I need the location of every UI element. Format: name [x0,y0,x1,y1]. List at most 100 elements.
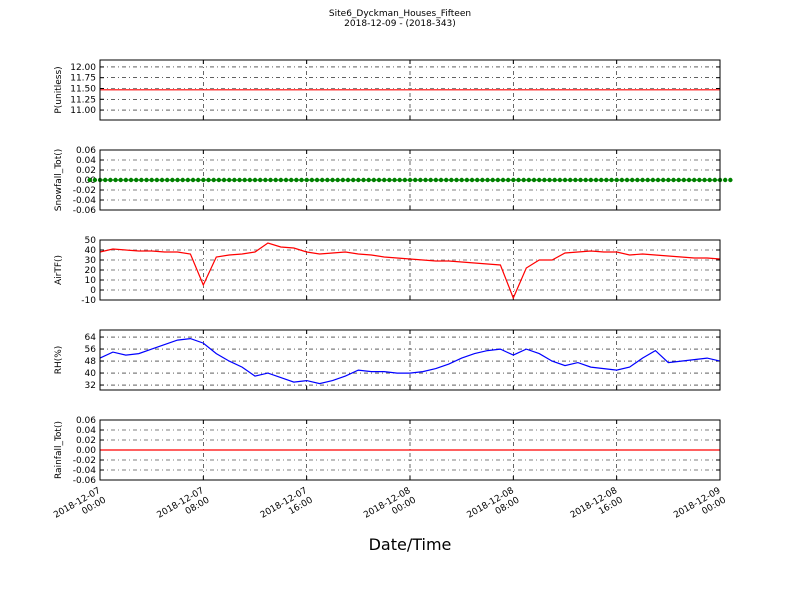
data-point [335,177,340,183]
data-point [728,177,733,183]
data-point [252,177,258,183]
data-point [593,177,599,183]
data-point [418,177,423,183]
data-point [495,177,501,183]
data-point [221,177,227,183]
y-tick-label: 0.00 [76,446,96,456]
plot-frame [99,149,721,211]
data-point [356,177,361,183]
y-tick-label: 11.75 [70,74,96,84]
data-point [661,177,666,183]
data-point [407,177,413,183]
y-axis-label: Snowfall_Tot() [54,149,64,212]
y-axis-label: P(unitless) [54,66,64,113]
data-point [273,177,278,183]
data-point [640,177,645,183]
data-line [99,337,721,385]
data-point [165,177,170,183]
y-tick-label: 20 [85,266,97,276]
data-point [562,177,568,183]
data-point [201,177,206,183]
data-point [578,177,583,183]
data-point [666,177,671,183]
y-tick-label: 11.00 [70,106,96,116]
y-tick-label: 0.06 [76,146,96,156]
data-point [511,177,516,183]
y-tick-label: 56 [85,345,97,355]
data-point [185,177,191,183]
y-tick-label: 32 [85,381,96,391]
data-point [692,177,697,183]
data-point [697,177,702,183]
data-point [547,177,552,183]
data-point [118,177,123,183]
plot-frame [99,329,721,391]
data-point [542,177,547,183]
data-point [216,177,222,183]
plot-frame [99,239,721,301]
data-point [320,177,325,183]
data-point [247,177,253,183]
y-tick-label: 40 [85,246,97,256]
data-point [609,177,614,183]
data-point [304,177,309,183]
data-point [712,177,718,183]
data-point [630,177,635,183]
y-tick-label: 12.00 [70,63,96,73]
data-point [345,177,351,183]
data-point [87,177,92,183]
data-point [500,177,506,183]
data-point [371,177,377,183]
data-point [139,177,144,183]
data-point [449,177,454,183]
y-tick-label: -0.02 [73,186,96,196]
data-point [351,177,356,183]
data-point [211,177,216,183]
data-point [583,177,588,183]
data-point [650,177,656,183]
y-tick-label: 64 [85,333,97,343]
data-point [108,177,113,183]
data-point [387,177,392,183]
y-tick-label: 40 [85,369,97,379]
y-axis-label: Rainfall_Tot() [54,421,64,479]
data-point [340,177,346,183]
data-point [314,177,320,183]
data-point [283,177,289,183]
data-point [392,177,397,183]
data-point [459,177,464,183]
y-tick-label: -0.06 [73,476,97,486]
y-tick-label: 0.02 [76,166,96,176]
data-point [619,177,625,183]
data-point [604,177,609,183]
data-point [294,177,299,183]
data-point [376,177,382,183]
data-point [557,177,563,183]
data-point [242,177,247,183]
data-point [433,177,439,183]
data-point [175,177,180,183]
data-point [289,177,294,183]
title: Site6_Dyckman_Houses_Fifteen [329,9,471,19]
data-point [144,177,149,183]
data-line [99,242,721,300]
data-point [263,177,268,183]
data-point [397,177,402,183]
y-tick-label: 10 [85,276,97,286]
data-point [232,177,237,183]
data-point [702,177,707,183]
data-point [526,177,532,183]
y-tick-label: 11.25 [70,95,96,105]
y-tick-label: -0.04 [73,196,97,206]
data-point [438,177,444,183]
data-point [309,177,315,183]
data-point [237,177,242,183]
y-tick-label: 0.04 [76,426,96,436]
data-point [531,177,537,183]
plot-frame [99,59,721,121]
data-point [330,177,335,183]
data-point [635,177,640,183]
data-point [170,177,175,183]
data-point [361,177,366,183]
